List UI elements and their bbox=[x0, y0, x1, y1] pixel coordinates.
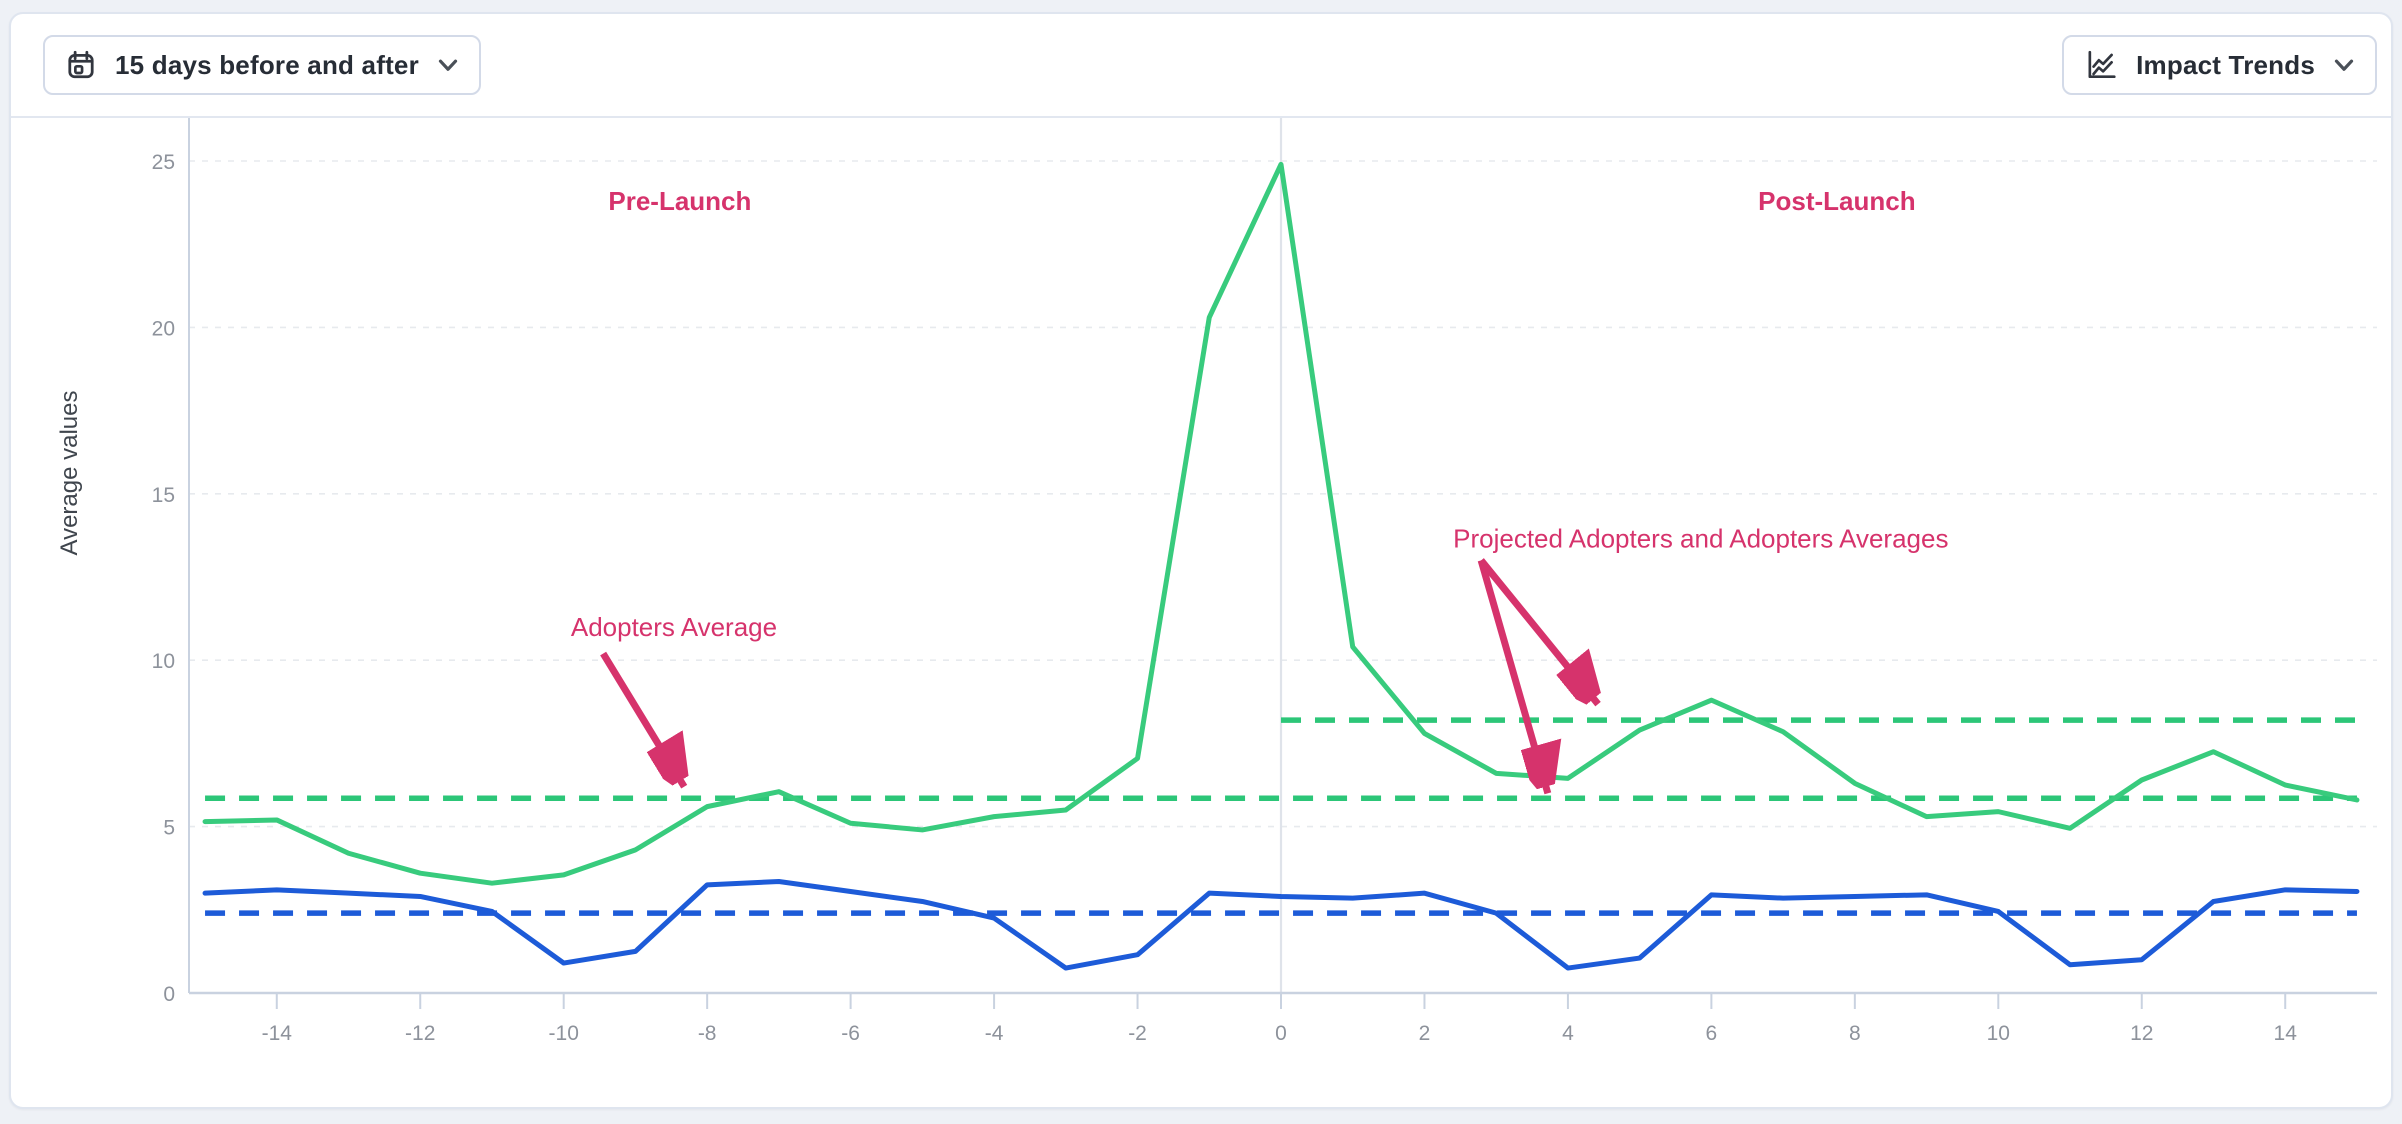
impact-trends-chart: -14 -12 -10 -8 -6 -4 -2 0 2 4 6 8 10 12 14 0 5 10 15 20 25 Av… bbox=[11, 118, 2391, 1109]
y-tick-label: 10 bbox=[152, 650, 175, 673]
x-tick-label: 0 bbox=[1275, 1022, 1287, 1045]
y-tick-label: 20 bbox=[152, 317, 175, 340]
y-tick-label: 15 bbox=[152, 484, 175, 507]
x-tick-label: 2 bbox=[1419, 1022, 1431, 1045]
x-tick-label: 14 bbox=[2274, 1022, 2298, 1045]
chevron-down-icon bbox=[2333, 58, 2355, 73]
series-line-non-adopters bbox=[202, 879, 2360, 971]
adopters-average-label: Adopters Average bbox=[571, 612, 777, 642]
impact-trends-label: Impact Trends bbox=[2136, 49, 2315, 80]
y-tick-label: 25 bbox=[152, 151, 175, 174]
projected-averages-label-arrow-1 bbox=[1477, 559, 1548, 795]
impact-trends-card: 15 days before and after Impact Trends bbox=[9, 12, 2393, 1109]
impact-trends-button[interactable]: Impact Trends bbox=[2062, 35, 2377, 95]
x-tick-label: 10 bbox=[1987, 1022, 2010, 1045]
y-tick-label: 5 bbox=[163, 817, 175, 840]
chevron-down-icon bbox=[437, 58, 459, 73]
x-tick-label: -4 bbox=[985, 1022, 1004, 1045]
x-tick-label: 8 bbox=[1849, 1022, 1861, 1045]
x-tick-label: -2 bbox=[1128, 1022, 1147, 1045]
series-line-adopters bbox=[202, 161, 2360, 886]
x-tick-label: -10 bbox=[549, 1022, 579, 1045]
adopters-average-label-arrow-0 bbox=[600, 651, 684, 789]
x-tick-label: -6 bbox=[841, 1022, 860, 1045]
pre-launch-label: Pre-Launch bbox=[608, 186, 751, 216]
x-tick-label: 4 bbox=[1562, 1022, 1574, 1045]
x-tick-label: -14 bbox=[262, 1022, 293, 1045]
chart-trends-icon bbox=[2084, 48, 2118, 82]
projected-averages-label: Projected Adopters and Adopters Averages bbox=[1453, 524, 1948, 554]
calendar-icon bbox=[65, 49, 97, 81]
x-tick-label: -8 bbox=[698, 1022, 717, 1045]
y-tick-label: 0 bbox=[163, 983, 175, 1006]
post-launch-label: Post-Launch bbox=[1758, 186, 1915, 216]
card-header: 15 days before and after Impact Trends bbox=[11, 14, 2391, 118]
date-range-button[interactable]: 15 days before and after bbox=[43, 35, 481, 95]
y-axis-title: Average values bbox=[56, 391, 83, 556]
x-tick-label: 6 bbox=[1706, 1022, 1718, 1045]
x-tick-label: -12 bbox=[405, 1022, 435, 1045]
projected-averages-label-arrow-0 bbox=[1478, 558, 1598, 704]
x-tick-label: 12 bbox=[2130, 1022, 2153, 1045]
date-range-label: 15 days before and after bbox=[115, 49, 419, 80]
